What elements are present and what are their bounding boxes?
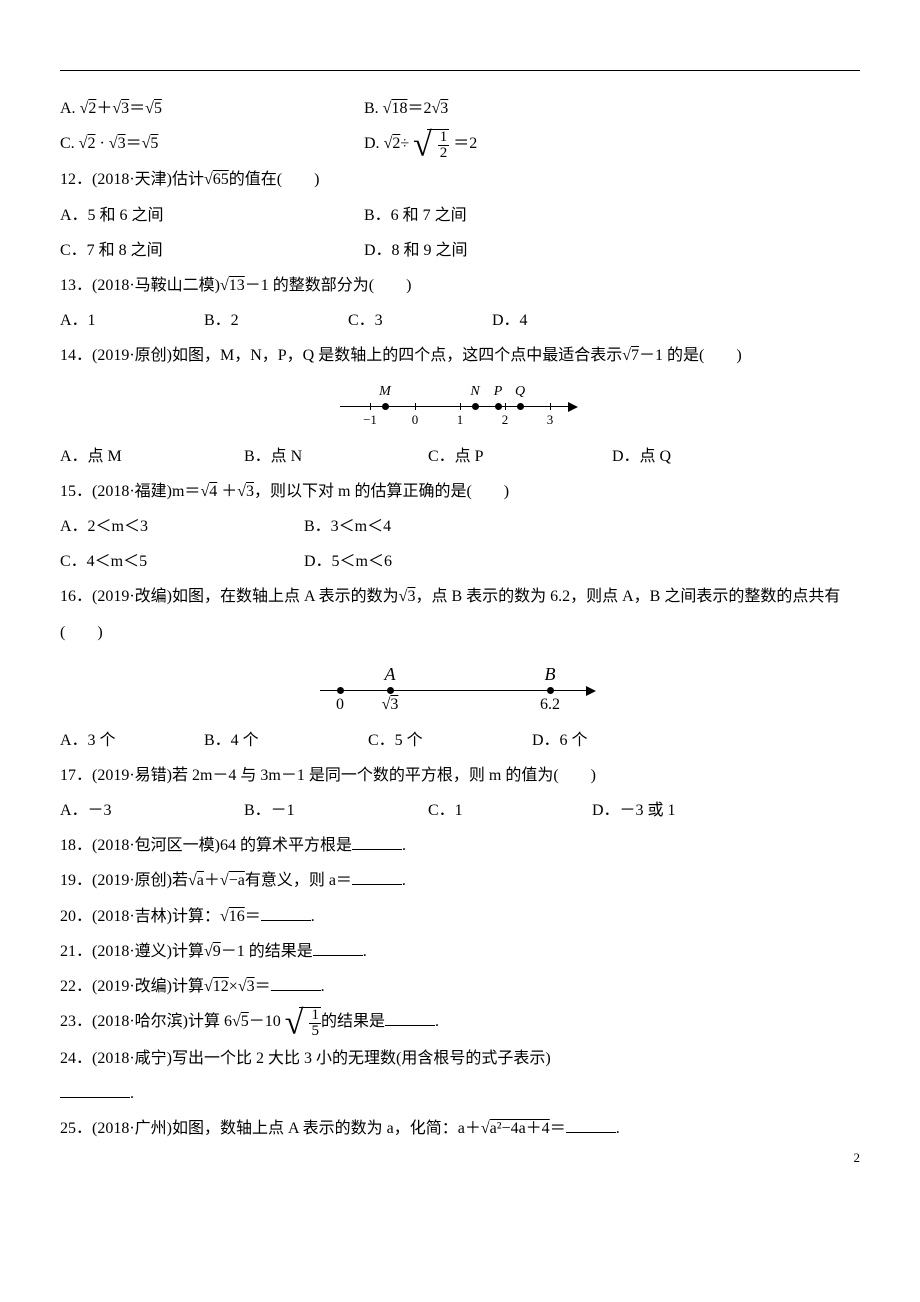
q13-b: B．2 xyxy=(204,303,304,338)
q16-opts: A．3 个 B．4 个 C．5 个 D．6 个 xyxy=(60,723,860,758)
q14-c: C．点 P xyxy=(428,439,568,474)
q24-stem: 24．(2018·咸宁)写出一个比 2 大比 3 小的无理数(用含根号的式子表示… xyxy=(60,1041,860,1076)
q12-d: D．8 和 9 之间 xyxy=(364,233,468,268)
q18-pre: 18．(2018·包河区一模)64 的算术平方根是 xyxy=(60,837,352,854)
q24-blank-line: . xyxy=(60,1076,860,1111)
q16-stem: 16．(2019·改编)如图，在数轴上点 A 表示的数为√3，点 B 表示的数为… xyxy=(60,579,860,649)
q15-b: B．3＜m＜4 xyxy=(304,509,391,544)
q16-a: A．3 个 xyxy=(60,723,160,758)
q11-opt-c: C. √2 · √3＝√5 xyxy=(60,126,320,161)
q24-blank xyxy=(60,1081,130,1098)
q22-blank xyxy=(271,974,321,991)
q23: 23．(2018·哈尔滨)计算 6√5－10 √ 15 的结果是. xyxy=(60,1004,860,1040)
q23-blank xyxy=(385,1009,435,1026)
q20-blank xyxy=(261,904,311,921)
q12-opts1: A．5 和 6 之间 B．6 和 7 之间 xyxy=(60,198,860,233)
q17-opts: A．－3 B．－1 C．1 D．－3 或 1 xyxy=(60,793,860,828)
q16-figure: A B 0 √3 6.2 xyxy=(60,656,860,717)
q17-d: D．－3 或 1 xyxy=(592,793,676,828)
q18: 18．(2018·包河区一模)64 的算术平方根是. xyxy=(60,828,860,863)
q13-a: A．1 xyxy=(60,303,160,338)
q14-figure: M N P Q −1 0 1 2 3 xyxy=(60,380,860,433)
q18-blank xyxy=(352,833,402,850)
q15-d: D．5＜m＜6 xyxy=(304,544,392,579)
q14-d: D．点 Q xyxy=(612,439,671,474)
q15-stem: 15．(2018·福建)m＝√4 ＋√3，则以下对 m 的估算正确的是( ) xyxy=(60,474,860,509)
q25-blank xyxy=(566,1116,616,1133)
q17-a: A．－3 xyxy=(60,793,200,828)
q17-b: B．－1 xyxy=(244,793,384,828)
page-number: 2 xyxy=(854,1150,861,1166)
q11-d-pre: D. √2÷ xyxy=(364,135,409,152)
q11-row2: C. √2 · √3＝√5 D. √2÷ √ 12 ＝2 xyxy=(60,126,860,162)
q15-c: C．4＜m＜5 xyxy=(60,544,260,579)
q13-stem: 13．(2018·马鞍山二模)√13－1 的整数部分为( ) xyxy=(60,268,860,303)
q13-opts: A．1 B．2 C．3 D．4 xyxy=(60,303,860,338)
q14-stem: 14．(2019·原创)如图，M，N，P，Q 是数轴上的四个点，这四个点中最适合… xyxy=(60,338,860,373)
q15-a: A．2＜m＜3 xyxy=(60,509,260,544)
q12-c: C．7 和 8 之间 xyxy=(60,233,320,268)
q12-opts2: C．7 和 8 之间 D．8 和 9 之间 xyxy=(60,233,860,268)
q25: 25．(2018·广州)如图，数轴上点 A 表示的数为 a，化简：a＋√a²−4… xyxy=(60,1111,860,1146)
q11-opt-d: D. √2÷ √ 12 ＝2 xyxy=(364,126,477,162)
q22: 22．(2019·改编)计算√12×√3＝. xyxy=(60,969,860,1004)
q14-opts: A．点 M B．点 N C．点 P D．点 Q xyxy=(60,439,860,474)
q15-opts2: C．4＜m＜5 D．5＜m＜6 xyxy=(60,544,860,579)
q16-c: C．5 个 xyxy=(368,723,488,758)
q23-root: √ 15 xyxy=(285,1005,321,1041)
q12-a: A．5 和 6 之间 xyxy=(60,198,320,233)
q14-a: A．点 M xyxy=(60,439,200,474)
q21: 21．(2018·遵义)计算√9－1 的结果是. xyxy=(60,934,860,969)
q11-opt-a: A. √2＋√3＝√5 xyxy=(60,91,320,126)
q12-stem: 12．(2018·天津)估计√65的值在( ) xyxy=(60,162,860,197)
q15-opts1: A．2＜m＜3 B．3＜m＜4 xyxy=(60,509,860,544)
q17-stem: 17．(2019·易错)若 2m－4 与 3m－1 是同一个数的平方根，则 m … xyxy=(60,758,860,793)
q17-c: C．1 xyxy=(428,793,548,828)
q16-b: B．4 个 xyxy=(204,723,324,758)
q11-row1: A. √2＋√3＝√5 B. √18＝2√3 xyxy=(60,91,860,126)
q18-post: . xyxy=(402,837,406,854)
q16-d: D．6 个 xyxy=(532,723,588,758)
q11-d-root: √ 12 xyxy=(413,127,449,163)
q11-d-post: ＝2 xyxy=(453,135,477,152)
q13-d: D．4 xyxy=(492,303,528,338)
q19-blank xyxy=(352,868,402,885)
q13-c: C．3 xyxy=(348,303,448,338)
q21-blank xyxy=(313,939,363,956)
q19: 19．(2019·原创)若√a＋√−a有意义，则 a＝. xyxy=(60,863,860,898)
q11-opt-b: B. √18＝2√3 xyxy=(364,91,448,126)
q12-b: B．6 和 7 之间 xyxy=(364,198,467,233)
q20: 20．(2018·吉林)计算：√16＝. xyxy=(60,899,860,934)
q14-b: B．点 N xyxy=(244,439,384,474)
